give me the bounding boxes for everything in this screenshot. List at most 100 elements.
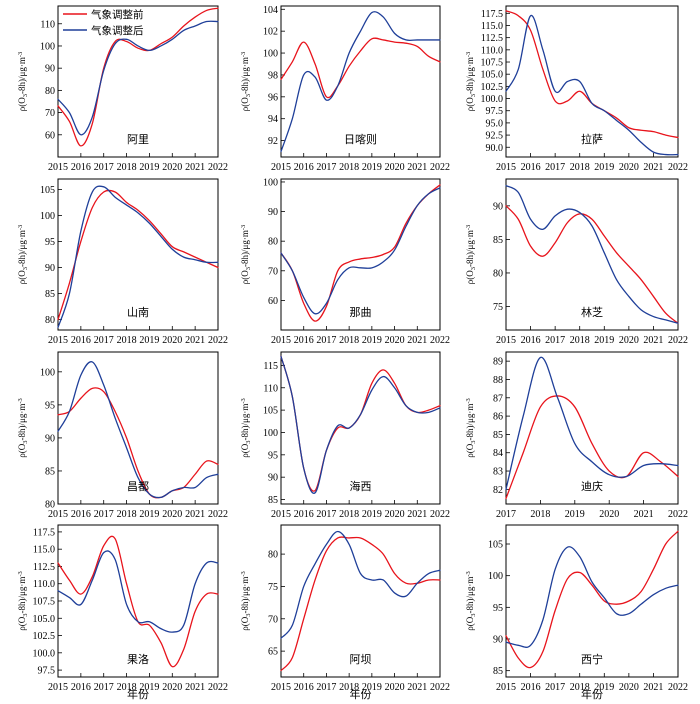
x-tick-label: 2022 xyxy=(668,509,688,520)
x-tick-label: 2021 xyxy=(185,509,205,520)
panel-11: 2015 2016 2017 2018 2019 2020 2021 2022 65 70 75 80… xyxy=(240,524,450,693)
y-tick-label: 105 xyxy=(263,406,278,417)
x-axis-label: 年份 xyxy=(127,687,149,701)
x-tick-label: 2021 xyxy=(643,682,663,693)
series-line-after xyxy=(280,11,441,153)
y-tick-label: 95 xyxy=(45,400,55,411)
y-tick-label: 90 xyxy=(45,64,55,75)
x-tick-label: 2020 xyxy=(385,162,405,173)
x-tick-label: 2019 xyxy=(565,509,585,520)
x-tick-label: 2022 xyxy=(208,162,228,173)
x-tick-label: 2017 xyxy=(545,335,565,346)
y-tick-label: 88 xyxy=(493,375,503,386)
x-tick-label: 2022 xyxy=(430,162,450,173)
x-tick-label: 2020 xyxy=(599,509,619,520)
y-tick-label: 102 xyxy=(263,27,278,38)
y-axis-label: ρ(O3-8h)/μg·m-3 xyxy=(240,571,252,631)
panel-6: 2015 2016 2017 2018 2019 2020 2021 2022 75 80 85 90… xyxy=(465,178,688,346)
x-tick-label: 2017 xyxy=(94,335,114,346)
y-tick-label: 85 xyxy=(493,430,503,441)
y-tick-label: 100 xyxy=(263,49,278,60)
y-axis-label: ρ(O3-8h)/μg·m-3 xyxy=(465,225,477,285)
series-line-after xyxy=(57,361,219,499)
y-tick-label: 110 xyxy=(40,19,55,30)
x-tick-label: 2016 xyxy=(521,162,541,173)
y-tick-label: 90.0 xyxy=(486,143,504,154)
y-tick-label: 80 xyxy=(45,86,55,97)
series-line-after xyxy=(280,530,441,639)
y-tick-label: 65 xyxy=(268,647,278,658)
x-tick-label: 2018 xyxy=(339,509,359,520)
x-tick-label: 2019 xyxy=(362,335,382,346)
plot-frame xyxy=(280,5,441,158)
x-tick-label: 2018 xyxy=(117,682,137,693)
x-tick-label: 2016 xyxy=(521,335,541,346)
panel-8: 2015 2016 2017 2018 2019 2020 2021 2022 85 90 95 10… xyxy=(240,351,450,520)
x-tick-label: 2015 xyxy=(271,335,291,346)
y-tick-label: 80 xyxy=(493,268,503,279)
x-tick-label: 2022 xyxy=(668,162,688,173)
series-line-after xyxy=(280,187,441,315)
region-label: 山南 xyxy=(127,306,149,319)
y-tick-label: 90 xyxy=(45,263,55,274)
series-line-before xyxy=(57,7,219,147)
y-tick-label: 90 xyxy=(268,473,278,484)
x-tick-label: 2017 xyxy=(316,509,336,520)
region-label: 果洛 xyxy=(127,652,149,666)
series-line-before xyxy=(57,189,219,321)
y-tick-label: 90 xyxy=(45,433,55,444)
x-tick-label: 2015 xyxy=(48,682,68,693)
x-tick-label: 2020 xyxy=(162,509,182,520)
x-tick-label: 2016 xyxy=(521,682,541,693)
plot-frame xyxy=(505,5,679,158)
panel-10: 2015 2016 2017 2018 2019 2020 2021 2022 97.5 100.… xyxy=(17,524,228,693)
x-tick-label: 2017 xyxy=(94,682,114,693)
series-line-before xyxy=(505,395,679,500)
y-tick-label: 89 xyxy=(493,357,503,368)
legend-label-after: 气象调整后 xyxy=(91,24,144,37)
x-tick-label: 2019 xyxy=(594,682,614,693)
x-tick-label: 2019 xyxy=(139,509,159,520)
x-tick-label: 2015 xyxy=(496,162,516,173)
y-tick-label: 115.0 xyxy=(481,21,503,32)
y-tick-label: 85 xyxy=(493,235,503,246)
x-tick-label: 2015 xyxy=(271,682,291,693)
y-tick-label: 115 xyxy=(263,361,278,372)
series-line-after xyxy=(505,185,679,324)
x-tick-label: 2015 xyxy=(496,682,516,693)
x-tick-label: 2017 xyxy=(316,162,336,173)
x-axis-label: 年份 xyxy=(581,687,603,701)
y-tick-label: 97.5 xyxy=(486,106,504,117)
y-tick-label: 60 xyxy=(268,296,278,307)
y-tick-label: 105.0 xyxy=(33,614,56,625)
x-tick-label: 2022 xyxy=(208,335,228,346)
x-tick-label: 2015 xyxy=(48,335,68,346)
y-tick-label: 90 xyxy=(493,635,503,646)
y-tick-label: 105 xyxy=(488,540,503,551)
series-line-before xyxy=(505,205,679,324)
region-label: 拉萨 xyxy=(581,132,603,146)
x-tick-label: 2022 xyxy=(668,335,688,346)
x-tick-label: 2022 xyxy=(430,335,450,346)
y-tick-label: 96 xyxy=(268,92,278,103)
x-tick-label: 2017 xyxy=(94,509,114,520)
x-tick-label: 2015 xyxy=(271,509,291,520)
x-tick-label: 2019 xyxy=(594,335,614,346)
plot-frame xyxy=(505,178,679,331)
y-tick-label: 100.0 xyxy=(481,94,504,105)
x-tick-label: 2017 xyxy=(496,509,516,520)
y-tick-label: 104 xyxy=(263,5,278,16)
panel-9: 2017 2018 2019 2020 2021 2022 82 83 84 85 86 87 88 89… xyxy=(465,351,688,520)
x-tick-label: 2022 xyxy=(668,682,688,693)
x-tick-label: 2021 xyxy=(407,335,427,346)
x-tick-label: 2020 xyxy=(162,162,182,173)
y-tick-label: 84 xyxy=(493,448,503,459)
region-label: 林芝 xyxy=(581,305,603,319)
x-tick-label: 2015 xyxy=(48,162,68,173)
y-tick-label: 80 xyxy=(268,550,278,561)
x-tick-label: 2016 xyxy=(71,682,91,693)
x-tick-label: 2021 xyxy=(407,682,427,693)
y-tick-label: 98 xyxy=(268,70,278,81)
